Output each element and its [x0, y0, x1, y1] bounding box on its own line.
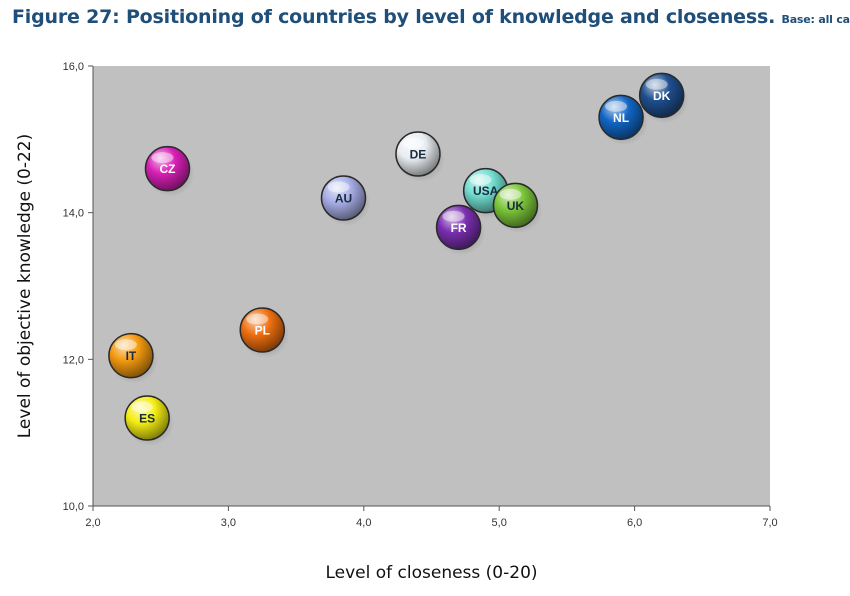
x-axis-title: Level of closeness (0-20): [325, 563, 537, 583]
point-label-it: IT: [126, 349, 137, 363]
point-label-es: ES: [139, 412, 155, 426]
axes: 2,0 3,0 4,0 5,0 6,0 7,0 10,0 12,0 14,0 16,0: [63, 61, 778, 529]
data-point-pl: PL: [239, 307, 290, 358]
point-label-fr: FR: [451, 221, 467, 235]
x-tick-label: 3,0: [221, 517, 236, 529]
x-tick-label: 2,0: [85, 517, 100, 529]
data-point-nl: NL: [598, 94, 649, 146]
x-tick-label: 7,0: [762, 517, 777, 529]
chart-title-text: Figure 27: Positioning of countries by l…: [12, 6, 776, 28]
chart-title: Figure 27: Positioning of countries by l…: [12, 6, 850, 42]
bubble-highlight: [114, 339, 137, 351]
data-point-dk: DK: [638, 72, 689, 124]
x-tick-label: 4,0: [356, 517, 371, 529]
data-point-uk: UK: [492, 182, 543, 234]
plot-area: [93, 66, 770, 506]
point-label-uk: UK: [507, 199, 525, 213]
bubble-highlight: [327, 181, 350, 193]
bubble-highlight: [151, 152, 174, 164]
chart-subtitle: Base: all cases: [781, 13, 850, 26]
y-tick-label: 10,0: [63, 501, 84, 513]
point-label-nl: NL: [613, 111, 629, 125]
bubble-highlight: [645, 78, 668, 90]
bubble-highlight: [131, 401, 154, 413]
point-label-au: AU: [335, 192, 352, 206]
bubble-es: [124, 395, 170, 441]
bubble-de: [395, 131, 441, 177]
point-label-usa: USA: [473, 184, 499, 198]
bubble-highlight: [246, 313, 269, 325]
bubble-fr: [435, 204, 482, 251]
data-points: DK NL DE CZ USA AU UK FR PL IT ES: [108, 72, 689, 446]
x-tick-label: 5,0: [492, 517, 507, 529]
bubble-pl: [239, 307, 285, 353]
y-tick-label: 12,0: [63, 354, 84, 366]
data-point-it: IT: [108, 332, 158, 384]
bubble-highlight: [442, 210, 465, 222]
bubble-it: [108, 332, 154, 379]
point-label-dk: DK: [653, 89, 671, 103]
bubble-highlight: [499, 188, 522, 200]
y-tick-label: 14,0: [63, 208, 84, 220]
data-point-au: AU: [320, 175, 371, 226]
point-label-pl: PL: [255, 324, 270, 338]
bubble-cz: [144, 145, 191, 192]
bubble-highlight: [401, 137, 424, 149]
data-point-es: ES: [124, 395, 175, 446]
x-tick-label: 6,0: [627, 517, 642, 529]
bubble-uk: [492, 182, 539, 229]
bubble-au: [320, 175, 367, 221]
bubble-nl: [598, 94, 644, 141]
data-point-cz: CZ: [144, 145, 195, 197]
bubble-highlight: [469, 174, 492, 186]
data-point-fr: FR: [435, 204, 486, 256]
bubble-highlight: [605, 100, 628, 112]
point-label-cz: CZ: [159, 162, 175, 176]
bubble-dk: [638, 72, 685, 119]
point-label-de: DE: [410, 148, 427, 162]
data-point-de: DE: [395, 131, 445, 182]
y-tick-label: 16,0: [63, 61, 84, 73]
y-axis-title: Level of objective knowledge (0-22): [15, 134, 35, 439]
